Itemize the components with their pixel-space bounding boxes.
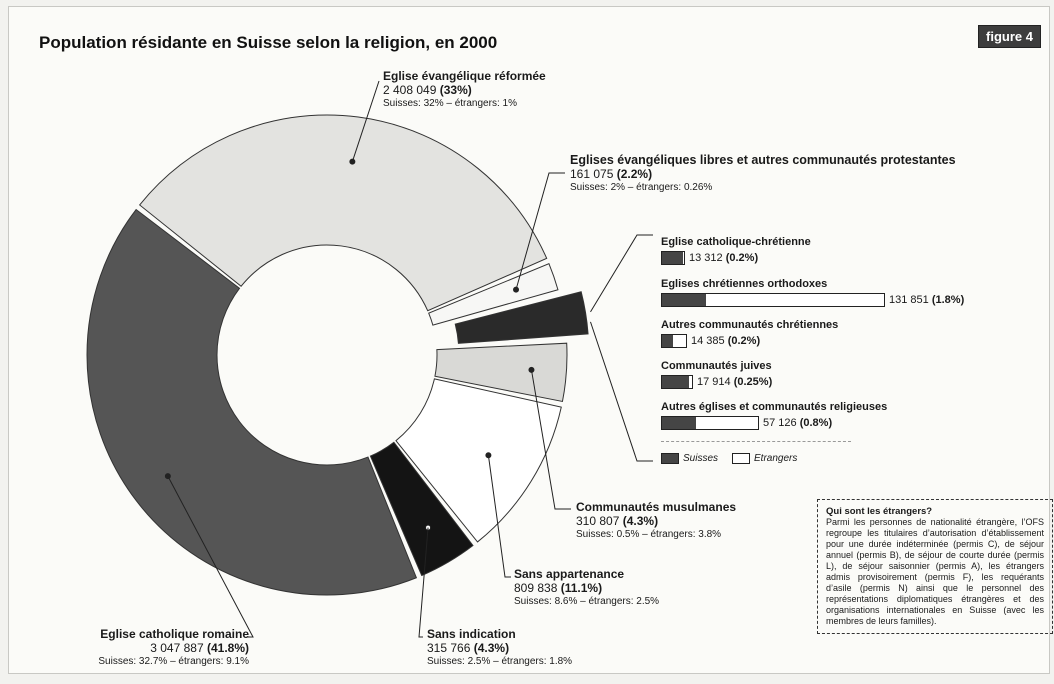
info-heading: Qui sont les étrangers? bbox=[826, 506, 933, 517]
breakdown-item: Eglises chrétiennes orthodoxes 131 851 (1… bbox=[661, 278, 964, 307]
breakdown-value: 17 914 (0.25%) bbox=[697, 376, 773, 388]
label-reformee: Eglise évangélique réformée 2 408 049 (3… bbox=[383, 69, 546, 109]
breakdown-bar bbox=[661, 334, 687, 348]
label-catholique-romaine: Eglise catholique romaine 3 047 887 (41.… bbox=[98, 627, 249, 667]
legend-swatch-etrangers bbox=[732, 453, 751, 464]
breakdown-item-name: Autres communautés chrétiennes bbox=[661, 319, 839, 331]
breakdown-item-name: Communautés juives bbox=[661, 360, 772, 372]
breakdown-item-name: Eglises chrétiennes orthodoxes bbox=[661, 278, 828, 290]
leader-line-sans-indication bbox=[418, 527, 429, 638]
slice-autres-chretiens bbox=[454, 291, 589, 344]
breakdown-value: 13 312 (0.2%) bbox=[689, 252, 759, 264]
legend-label-etrangers: Etrangers bbox=[754, 453, 798, 464]
label-libres: Eglises évangéliques libres et autres co… bbox=[570, 153, 956, 193]
legend-label-suisses: Suisses bbox=[683, 453, 719, 464]
figure-badge: figure 4 bbox=[978, 25, 1041, 48]
leader-line-musulmanes bbox=[530, 369, 571, 510]
leader-line-breakdown-bottom bbox=[590, 321, 653, 462]
chart-title: Population résidante en Suisse selon la … bbox=[39, 33, 498, 52]
breakdown-bar-swiss-fill bbox=[662, 252, 683, 264]
breakdown-bar bbox=[661, 251, 685, 265]
breakdown-value: 57 126 (0.8%) bbox=[763, 417, 833, 429]
legend: Suisses Etrangers bbox=[661, 453, 797, 464]
breakdown-bar-swiss-fill bbox=[662, 376, 689, 388]
legend-separator bbox=[661, 441, 851, 442]
breakdown-item-name: Eglise catholique-chrétienne bbox=[661, 236, 811, 248]
breakdown-item-name: Autres églises et communautés religieuse… bbox=[661, 401, 888, 413]
breakdown-item: Eglise catholique-chrétienne 13 312 (0.2%… bbox=[661, 236, 811, 265]
slice-sans-indication bbox=[369, 441, 474, 577]
leader-line-sans-appartenance bbox=[487, 455, 511, 578]
breakdown-item: Communautés juives 17 914 (0.25%) bbox=[661, 360, 772, 389]
breakdown-bar bbox=[661, 416, 759, 430]
breakdown-bar-swiss-fill bbox=[662, 294, 707, 306]
breakdown-value: 14 385 (0.2%) bbox=[691, 335, 761, 347]
breakdown-item: Autres églises et communautés religieuse… bbox=[661, 401, 887, 430]
figure-page: Population résidante en Suisse selon la … bbox=[8, 6, 1053, 674]
breakdown-value: 131 851 (1.8%) bbox=[889, 294, 965, 306]
leader-line-catholique-romaine bbox=[167, 475, 254, 638]
donut-chart bbox=[86, 80, 653, 638]
breakdown-bar bbox=[661, 293, 885, 307]
breakdown-bar-swiss-fill bbox=[662, 417, 696, 429]
label-musulmanes: Communautés musulmanes 310 807 (4.3%) Su… bbox=[576, 500, 737, 540]
slice-libres bbox=[428, 263, 559, 326]
leader-line-reformee bbox=[351, 80, 380, 162]
info-body: Parmi les personnes de nationalité étran… bbox=[826, 517, 1044, 626]
breakdown-item: Autres communautés chrétiennes 14 385 (0.… bbox=[661, 319, 838, 348]
info-box: Qui sont les étrangers? Parmi les person… bbox=[817, 499, 1053, 634]
label-sans-indication: Sans indication 315 766 (4.3%) Suisses: … bbox=[427, 627, 573, 667]
breakdown-bar bbox=[661, 375, 693, 389]
slice-catholique-romaine bbox=[86, 208, 418, 596]
leader-line-breakdown-top bbox=[590, 234, 653, 313]
slice-sans-appartenance bbox=[395, 378, 562, 543]
legend-swatch-suisses bbox=[661, 453, 679, 464]
breakdown-bar-swiss-fill bbox=[662, 335, 673, 347]
leader-line-libres bbox=[515, 172, 565, 290]
slice-reformee bbox=[138, 114, 548, 312]
label-sans-appartenance: Sans appartenance 809 838 (11.1%) Suisse… bbox=[514, 567, 660, 607]
